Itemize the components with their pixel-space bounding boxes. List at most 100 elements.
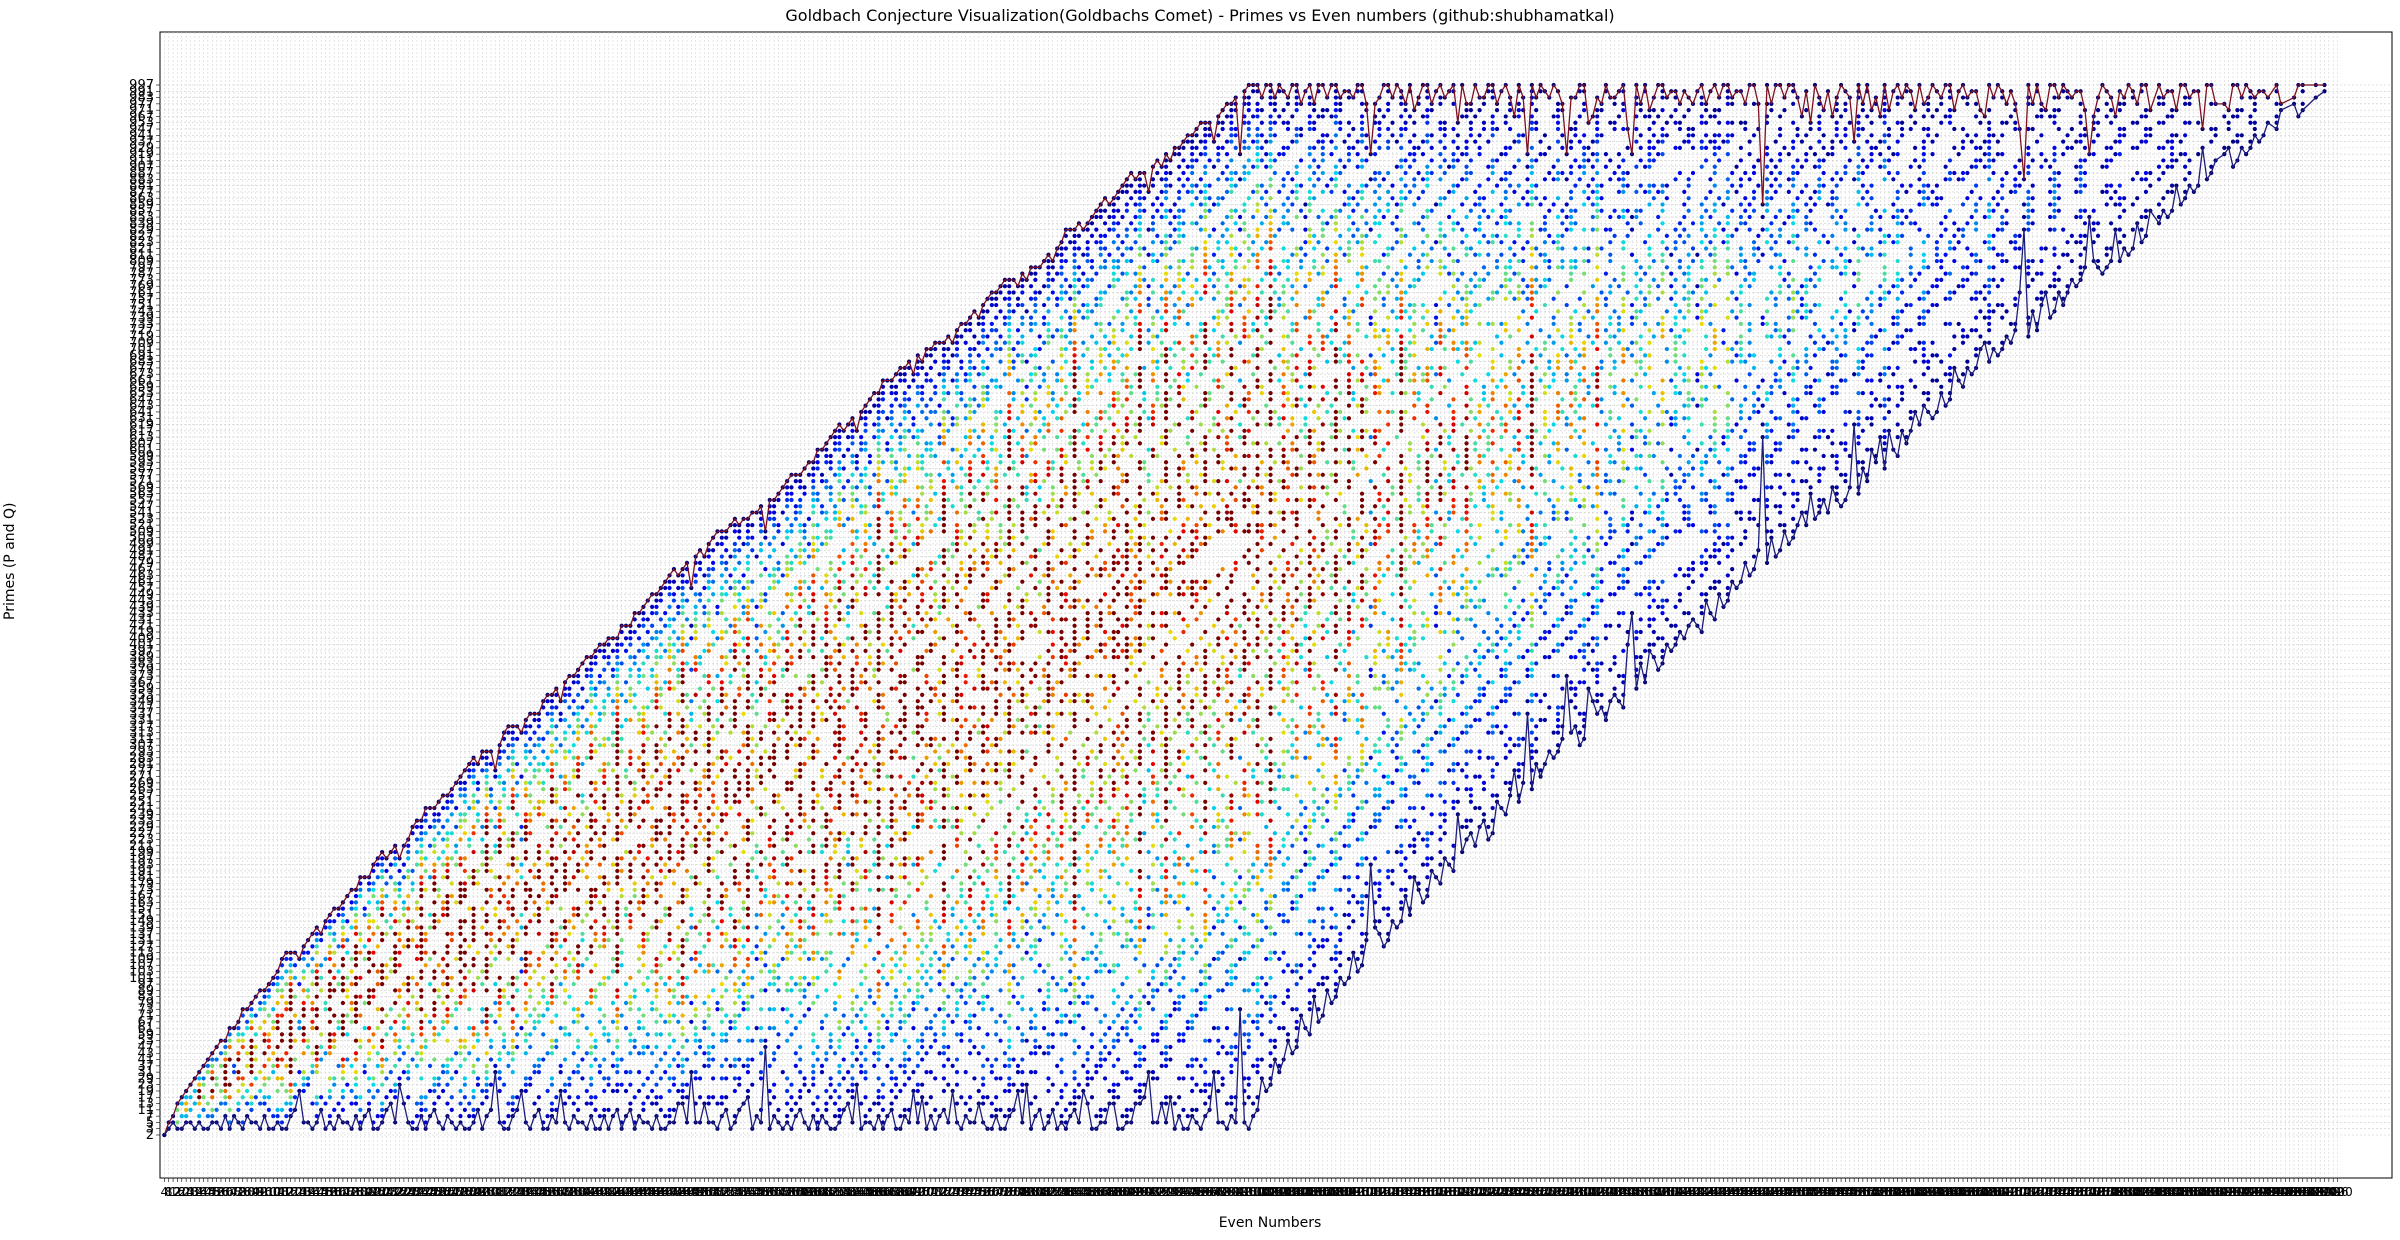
prime-point bbox=[641, 648, 646, 653]
prime-point bbox=[515, 736, 520, 741]
prime-point bbox=[697, 705, 703, 710]
x-tick-label: 256 bbox=[427, 1185, 450, 1199]
prime-point bbox=[288, 956, 293, 962]
prime-point bbox=[628, 636, 633, 641]
prime-point bbox=[741, 837, 746, 842]
prime-point bbox=[580, 931, 585, 936]
prime-point bbox=[210, 1095, 215, 1100]
prime-point bbox=[484, 944, 489, 949]
prime-point bbox=[419, 1076, 424, 1081]
prime-point bbox=[362, 1000, 367, 1006]
prime-point bbox=[380, 1101, 385, 1106]
prime-point bbox=[580, 937, 585, 943]
prime-point bbox=[636, 843, 642, 848]
prime-point bbox=[737, 692, 742, 697]
prime-point bbox=[628, 818, 633, 823]
prime-point bbox=[484, 1026, 489, 1031]
prime-point bbox=[484, 1032, 489, 1037]
prime-point bbox=[623, 849, 629, 855]
prime-point bbox=[745, 1000, 751, 1006]
prime-point bbox=[510, 843, 515, 848]
prime-point bbox=[654, 994, 659, 999]
prime-point bbox=[724, 655, 729, 660]
prime-point bbox=[732, 856, 737, 861]
prime-point bbox=[484, 843, 489, 848]
prime-point bbox=[589, 1063, 594, 1068]
prime-point bbox=[719, 1076, 724, 1081]
prime-point bbox=[676, 673, 681, 679]
y-tick-label: 631 bbox=[129, 411, 154, 426]
x-tick-label: 44 bbox=[200, 1185, 215, 1199]
prime-point bbox=[706, 931, 711, 936]
x-tick-label: 192 bbox=[358, 1185, 381, 1199]
prime-point bbox=[353, 1101, 359, 1106]
prime-point bbox=[619, 736, 624, 741]
prime-point bbox=[737, 592, 742, 597]
prime-point bbox=[654, 724, 659, 729]
prime-point bbox=[266, 988, 271, 993]
x-tick-label: 88 bbox=[248, 1185, 263, 1199]
prime-point bbox=[628, 812, 633, 817]
prime-point bbox=[693, 730, 698, 735]
prime-point bbox=[523, 1088, 528, 1094]
prime-point bbox=[488, 963, 494, 968]
prime-point bbox=[484, 900, 489, 905]
prime-point bbox=[706, 963, 711, 968]
prime-point bbox=[654, 837, 659, 842]
prime-point bbox=[575, 887, 581, 892]
prime-point bbox=[449, 1057, 454, 1062]
x-tick-label: 116 bbox=[275, 1185, 298, 1199]
prime-point bbox=[493, 824, 498, 830]
prime-point bbox=[693, 636, 698, 641]
prime-point bbox=[536, 724, 541, 729]
prime-point bbox=[706, 711, 711, 716]
prime-point bbox=[554, 937, 559, 943]
prime-point bbox=[697, 655, 703, 660]
prime-point bbox=[610, 711, 616, 716]
prime-point bbox=[554, 749, 559, 754]
y-tick-label: 257 bbox=[129, 788, 154, 803]
prime-point bbox=[545, 768, 550, 773]
prime-point bbox=[732, 956, 737, 962]
prime-point bbox=[223, 1044, 228, 1050]
prime-point bbox=[414, 824, 420, 830]
prime-point bbox=[719, 849, 724, 855]
prime-point bbox=[462, 950, 467, 955]
prime-point bbox=[711, 1057, 716, 1062]
prime-point bbox=[737, 887, 742, 892]
y-tick-label: 829 bbox=[129, 223, 154, 238]
y-tick-label: 859 bbox=[129, 197, 154, 212]
prime-point bbox=[724, 793, 729, 798]
prime-point bbox=[719, 560, 724, 565]
prime-point bbox=[684, 931, 690, 936]
prime-point bbox=[719, 1019, 724, 1024]
y-tick-label: 401 bbox=[129, 638, 154, 653]
prime-point bbox=[554, 818, 559, 823]
prime-point bbox=[358, 975, 363, 980]
prime-point bbox=[702, 1000, 707, 1006]
prime-point bbox=[597, 837, 602, 842]
prime-point bbox=[619, 1013, 624, 1018]
x-tick-label: 360 bbox=[541, 1185, 564, 1199]
prime-point bbox=[567, 1032, 572, 1037]
prime-point bbox=[724, 560, 729, 565]
prime-point bbox=[528, 761, 533, 767]
prime-point bbox=[575, 818, 581, 823]
prime-point bbox=[615, 969, 620, 974]
prime-point bbox=[658, 1095, 663, 1100]
prime-point bbox=[580, 919, 585, 924]
prime-point bbox=[750, 749, 755, 754]
prime-point bbox=[406, 1076, 411, 1081]
prime-point bbox=[536, 1019, 541, 1024]
prime-point bbox=[593, 1095, 598, 1100]
prime-point bbox=[737, 787, 742, 792]
prime-point bbox=[641, 1082, 646, 1087]
prime-point bbox=[593, 686, 598, 691]
prime-point bbox=[397, 919, 402, 924]
prime-point bbox=[519, 912, 524, 918]
prime-point bbox=[724, 629, 729, 635]
prime-point bbox=[475, 818, 481, 823]
prime-point bbox=[488, 818, 494, 823]
prime-point bbox=[336, 1026, 341, 1031]
prime-point bbox=[327, 1038, 332, 1043]
